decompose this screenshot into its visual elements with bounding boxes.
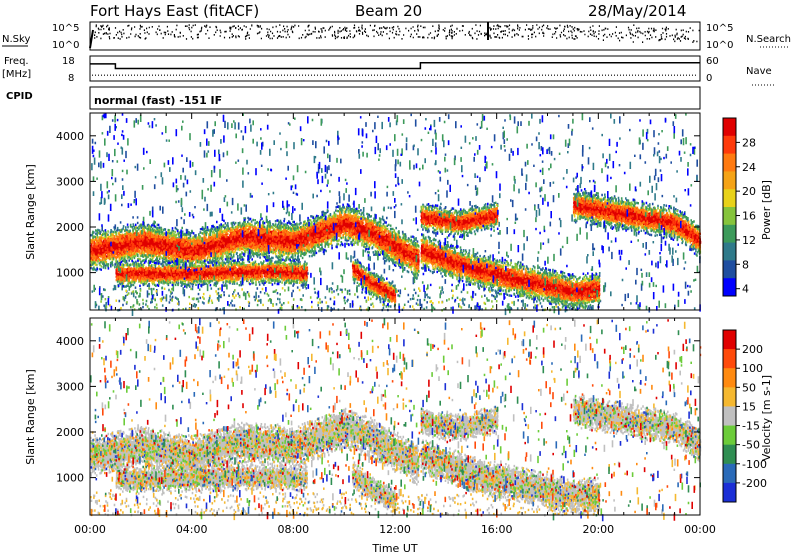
noise-right-label: N.Search — [746, 34, 791, 45]
colorbar-segment — [723, 135, 736, 155]
colorbar-segment — [723, 171, 736, 190]
xaxis-tick-label: 00:00 — [684, 523, 716, 536]
colorbar-tick-label: 28 — [742, 136, 756, 149]
freq-label-1: Freq. — [4, 56, 29, 67]
time-x-axis: 00:00 04:00 08:00 12:00 16:00 20:00 00:00 — [74, 113, 716, 536]
colorbar-segment — [723, 349, 736, 369]
colorbar-tick-label: 16 — [742, 210, 756, 223]
cpid-text: normal (fast) -151 IF — [94, 94, 222, 107]
noise-panel-frame — [89, 21, 701, 51]
nave-tick-bottom: 0 — [706, 73, 712, 84]
freq-data — [90, 62, 700, 76]
colorbar-segment — [723, 330, 736, 350]
colorbar-frame — [722, 329, 737, 503]
colorbar-segment — [723, 463, 736, 484]
colorbar-segment — [723, 278, 736, 297]
freq-tick-bottom: 8 — [68, 73, 74, 84]
colorbar-tick-label: 200 — [742, 343, 763, 356]
cpid-panel-frame — [89, 86, 701, 110]
xaxis-tick-label: 20:00 — [582, 523, 614, 536]
xaxis-tick-label: 12:00 — [379, 523, 411, 536]
colorbar-segment — [723, 189, 736, 208]
xaxis-label: Time UT — [371, 542, 417, 554]
velocity-cbar-label: Velocity [m s-1] — [760, 375, 773, 461]
colorbar-segment — [723, 482, 736, 503]
ytick-label: 4000 — [56, 130, 84, 143]
station-title: Fort Hays East (fitACF) — [90, 2, 259, 20]
colorbar-tick-label: -200 — [742, 477, 767, 490]
colorbar-segment — [723, 153, 736, 172]
ytick-label: 1000 — [56, 267, 84, 280]
colorbar-tick-label: 24 — [742, 161, 756, 174]
colorbar-tick-label: 100 — [742, 362, 763, 375]
ytick-label: 2000 — [56, 426, 84, 439]
colorbar-tick-label: -15 — [742, 420, 760, 433]
power-cells — [90, 113, 701, 315]
noise-left-tick-top: 10^5 — [52, 23, 79, 34]
colorbar-segment — [723, 406, 736, 427]
power-y-axis: 4000 3000 2000 1000 — [56, 130, 700, 280]
colorbar-segment — [723, 425, 736, 446]
power-ylabel: Slant Range [km] — [24, 164, 37, 260]
colorbar-tick-label: -100 — [742, 458, 767, 471]
velocity-y-axis: 4000 3000 2000 1000 — [56, 335, 700, 485]
colorbar-segment — [723, 260, 736, 279]
ytick-label: 3000 — [56, 175, 84, 188]
noise-points — [94, 24, 700, 43]
velocity-cells — [90, 319, 702, 517]
colorbar-segment — [723, 387, 736, 407]
ytick-label: 2000 — [56, 221, 84, 234]
noise-right-tick-top: 10^5 — [706, 23, 733, 34]
power-heatmap — [90, 113, 702, 316]
colorbar-tick-label: 4 — [742, 283, 749, 296]
noise-left-tick-bottom: 10^0 — [52, 40, 79, 51]
freq-label-2: [MHz] — [2, 69, 31, 80]
beam-title: Beam 20 — [355, 2, 422, 20]
colorbar-tick-label: 20 — [742, 185, 756, 198]
colorbar-tick-label: 50 — [742, 381, 756, 394]
velocity-colorbar: 200 100 50 15 -15 -50 -100 -200 — [722, 329, 767, 503]
xaxis-tick-label: 16:00 — [481, 523, 513, 536]
power-cells — [91, 113, 700, 314]
xaxis-tick-label: 08:00 — [277, 523, 309, 536]
freq-tick-top: 18 — [62, 56, 75, 67]
xaxis-tick-label: 00:00 — [74, 523, 106, 536]
colorbar-segment — [723, 444, 736, 465]
nave-label: Nave — [746, 66, 772, 77]
colorbar-segment — [723, 118, 736, 137]
cpid-label: CPID — [6, 91, 33, 102]
noise-data — [89, 22, 700, 49]
power-cbar-label: Power [dB] — [760, 180, 773, 240]
colorbar-segment — [723, 368, 736, 388]
freq-line — [90, 62, 700, 70]
colorbar-tick-label: 8 — [742, 258, 749, 271]
ytick-label: 3000 — [56, 380, 84, 393]
colorbar-tick-label: -50 — [742, 439, 760, 452]
colorbar-segment — [723, 207, 736, 226]
power-cells — [90, 113, 701, 316]
noise-left-label: N.Sky — [2, 34, 30, 45]
ytick-label: 4000 — [56, 335, 84, 348]
power-colorbar: 28 24 20 16 12 8 4 — [722, 117, 756, 297]
noise-right-tick-bottom: 10^0 — [706, 40, 733, 51]
colorbar-segment — [723, 224, 736, 244]
colorbar-segment — [723, 242, 736, 261]
colorbar-frame — [722, 117, 737, 297]
colorbar-tick-label: 12 — [742, 234, 756, 247]
colorbar-tick-label: 15 — [742, 400, 756, 413]
power-cells — [90, 193, 701, 311]
xaxis-tick-label: 04:00 — [176, 523, 208, 536]
nave-tick-top: 60 — [706, 56, 719, 67]
date-title: 28/May/2014 — [588, 2, 686, 20]
velocity-ylabel: Slant Range [km] — [24, 369, 37, 465]
noise-trace — [89, 29, 94, 49]
freq-panel-frame — [89, 55, 701, 82]
velocity-heatmap — [90, 318, 702, 522]
ytick-label: 1000 — [56, 472, 84, 485]
